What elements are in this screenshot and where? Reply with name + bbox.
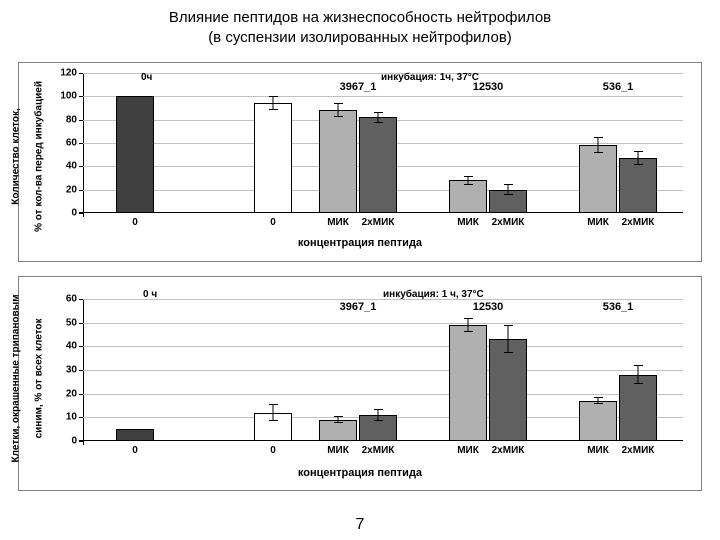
annotation: 0ч: [141, 72, 152, 83]
ytick-label: 0: [71, 436, 83, 447]
y-axis: [83, 299, 84, 445]
bar: [449, 180, 487, 213]
ytick-label: 20: [66, 388, 83, 399]
title-line2: (в суспензии изолированных нейтрофилов): [208, 29, 512, 46]
ytick-label: 100: [60, 91, 83, 102]
group-label: 3967_1: [340, 81, 377, 93]
error-bar: [468, 318, 469, 332]
bar: [116, 96, 154, 213]
y-axis: [83, 73, 84, 217]
xtick-label: 2хМИК: [492, 441, 525, 456]
page-number: 7: [0, 516, 720, 534]
bar: [619, 158, 657, 213]
ytick-label: 20: [66, 184, 83, 195]
error-bar: [273, 96, 274, 110]
xtick-label: МИК: [587, 213, 609, 228]
xtick-label: 2хМИК: [362, 213, 395, 228]
xtick-label: МИК: [587, 441, 609, 456]
ytick-label: 10: [66, 412, 83, 423]
error-bar: [508, 184, 509, 196]
chart-2-ylabel: Клетки, окрашенные трипановым синим, % о…: [0, 294, 56, 474]
gridline: [83, 346, 683, 347]
xtick-label: 0: [270, 213, 276, 228]
xtick-label: 0: [132, 213, 138, 228]
annotation: инкубация: 1 ч, 37°C: [383, 289, 484, 300]
xtick-label: МИК: [327, 213, 349, 228]
bar: [489, 339, 527, 441]
bar: [579, 145, 617, 213]
error-bar: [378, 409, 379, 421]
xtick-label: 2хМИК: [362, 441, 395, 456]
error-bar: [598, 397, 599, 404]
annotation: 0 ч: [143, 289, 157, 300]
chart-1-plot: 02040608010012000МИК2хМИКМИК2хМИКМИК2хМИ…: [83, 73, 683, 213]
ytick-label: 80: [66, 114, 83, 125]
xtick-label: 2хМИК: [492, 213, 525, 228]
ytick-label: 0: [71, 208, 83, 219]
bar: [359, 117, 397, 213]
xtick-label: 2хМИК: [622, 441, 655, 456]
error-bar: [273, 404, 274, 421]
error-bar: [638, 365, 639, 384]
ytick-label: 30: [66, 365, 83, 376]
bar: [579, 401, 617, 441]
bar: [619, 375, 657, 441]
xtick-label: МИК: [457, 213, 479, 228]
xtick-label: 2хМИК: [622, 213, 655, 228]
error-bar: [508, 325, 509, 353]
gridline: [83, 370, 683, 371]
error-bar: [378, 112, 379, 124]
bar: [116, 429, 154, 441]
xtick-label: МИК: [457, 441, 479, 456]
group-label: 3967_1: [340, 301, 377, 313]
error-bar: [338, 103, 339, 117]
error-bar: [468, 176, 469, 185]
ytick-label: 40: [66, 161, 83, 172]
ytick-label: 40: [66, 341, 83, 352]
gridline: [83, 96, 683, 97]
group-label: 12530: [473, 301, 504, 313]
chart-2-plot: 010203040506000МИК2хМИКМИК2хМИКМИК2хМИК3…: [83, 299, 683, 441]
ytick-label: 50: [66, 317, 83, 328]
page-title: Влияние пептидов на жизнеспособность ней…: [0, 0, 720, 47]
chart-1: Количество клеток, % от кол-ва перед инк…: [18, 62, 702, 262]
ytick-label: 60: [66, 138, 83, 149]
group-label: 536_1: [603, 301, 634, 313]
bar: [449, 325, 487, 441]
chart-1-xlabel: концентрация пептида: [19, 237, 701, 249]
xtick-label: МИК: [327, 441, 349, 456]
group-label: 536_1: [603, 81, 634, 93]
chart-1-ylabel: Количество клеток, % от кол-ва перед инк…: [0, 72, 56, 252]
bar: [254, 103, 292, 213]
ytick-label: 120: [60, 68, 83, 79]
bar: [319, 110, 357, 213]
gridline: [83, 323, 683, 324]
xtick-label: 0: [132, 441, 138, 456]
gridline: [83, 394, 683, 395]
error-bar: [598, 137, 599, 153]
annotation: инкубация: 1ч, 37°C: [381, 72, 479, 83]
chart-2-xlabel: концентрация пептида: [19, 467, 701, 479]
error-bar: [338, 416, 339, 423]
chart-2: Клетки, окрашенные трипановым синим, % о…: [18, 276, 702, 491]
ytick-label: 60: [66, 294, 83, 305]
error-bar: [638, 151, 639, 165]
xtick-label: 0: [270, 441, 276, 456]
title-line1: Влияние пептидов на жизнеспособность ней…: [169, 9, 551, 26]
